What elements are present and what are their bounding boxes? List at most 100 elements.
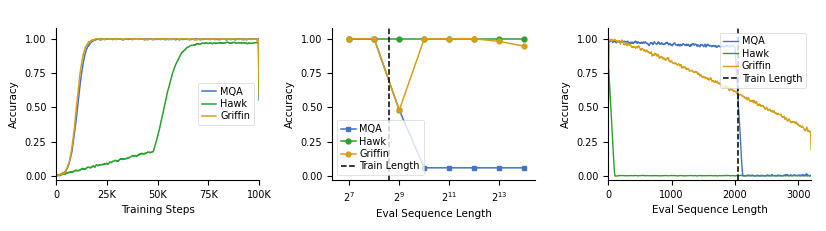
- Hawk: [722, 174, 732, 177]
- Line: Hawk: Hawk: [347, 36, 527, 41]
- Griffin: [444, 37, 454, 40]
- Griffin: [344, 37, 354, 40]
- Hawk: [806, 175, 816, 177]
- Y-axis label: Accuracy: Accuracy: [9, 80, 19, 128]
- MQA: [104, 37, 114, 40]
- MQA: [739, 175, 749, 177]
- Hawk: [51, 174, 61, 177]
- MQA: [181, 38, 191, 40]
- MQA: [733, 93, 743, 96]
- MQA: [606, 39, 616, 42]
- X-axis label: Eval Sequence Length: Eval Sequence Length: [652, 205, 767, 216]
- Griffin: [206, 38, 216, 40]
- MQA: [254, 92, 264, 95]
- MQA: [757, 174, 767, 177]
- Hawk: [64, 171, 74, 174]
- Griffin: [51, 174, 61, 177]
- Griffin: [64, 162, 74, 165]
- Hawk: [205, 42, 215, 44]
- Line: MQA: MQA: [56, 39, 259, 176]
- Hawk: [520, 37, 529, 40]
- Griffin: [469, 37, 479, 40]
- Griffin: [757, 104, 767, 107]
- Griffin: [254, 92, 264, 95]
- Hawk: [369, 37, 379, 40]
- Griffin: [727, 88, 737, 91]
- Hawk: [181, 48, 191, 51]
- Line: MQA: MQA: [608, 40, 811, 176]
- Line: Hawk: Hawk: [56, 42, 259, 176]
- Hawk: [169, 68, 179, 70]
- Line: Griffin: Griffin: [56, 39, 259, 176]
- MQA: [420, 166, 430, 169]
- MQA: [778, 174, 788, 177]
- X-axis label: Training Steps: Training Steps: [121, 205, 195, 216]
- MQA: [469, 166, 479, 169]
- Hawk: [222, 41, 232, 43]
- Griffin: [733, 92, 743, 95]
- Griffin: [181, 37, 191, 40]
- MQA: [51, 174, 61, 177]
- Hawk: [254, 99, 264, 101]
- Hawk: [469, 37, 479, 40]
- X-axis label: Eval Sequence Length: Eval Sequence Length: [376, 209, 491, 219]
- Griffin: [495, 40, 505, 43]
- Hawk: [603, 108, 613, 111]
- MQA: [444, 166, 454, 169]
- Griffin: [394, 109, 404, 112]
- Griffin: [369, 37, 379, 40]
- MQA: [520, 166, 529, 169]
- Griffin: [92, 37, 102, 40]
- Y-axis label: Accuracy: Accuracy: [285, 80, 295, 128]
- MQA: [344, 37, 354, 40]
- MQA: [495, 166, 505, 169]
- Hawk: [394, 37, 404, 40]
- Griffin: [778, 116, 788, 118]
- Hawk: [727, 174, 737, 177]
- MQA: [175, 38, 185, 41]
- Hawk: [757, 174, 767, 177]
- Hawk: [778, 174, 788, 177]
- MQA: [603, 94, 613, 96]
- Hawk: [174, 56, 184, 58]
- Griffin: [420, 37, 430, 40]
- MQA: [206, 38, 216, 41]
- Griffin: [616, 41, 626, 44]
- Griffin: [52, 175, 62, 177]
- MQA: [806, 174, 816, 177]
- Griffin: [175, 39, 185, 42]
- Line: Hawk: Hawk: [608, 70, 811, 176]
- Line: Griffin: Griffin: [608, 39, 811, 149]
- MQA: [721, 45, 731, 47]
- MQA: [55, 174, 64, 177]
- Griffin: [721, 85, 731, 88]
- MQA: [394, 109, 404, 112]
- MQA: [616, 41, 626, 43]
- Hawk: [226, 42, 236, 44]
- Hawk: [610, 175, 620, 177]
- Line: Griffin: Griffin: [347, 36, 527, 112]
- Legend: MQA, Hawk, Griffin, Train Length: MQA, Hawk, Griffin, Train Length: [337, 120, 424, 175]
- Hawk: [604, 68, 614, 71]
- Y-axis label: Accuracy: Accuracy: [562, 80, 572, 128]
- Griffin: [806, 148, 816, 151]
- Griffin: [605, 38, 615, 41]
- Line: MQA: MQA: [347, 36, 527, 170]
- Hawk: [420, 37, 430, 40]
- Griffin: [520, 45, 529, 48]
- Griffin: [226, 38, 236, 41]
- Hawk: [444, 37, 454, 40]
- MQA: [727, 44, 737, 47]
- Hawk: [344, 37, 354, 40]
- MQA: [64, 163, 74, 166]
- Griffin: [169, 38, 179, 41]
- Hawk: [616, 174, 626, 177]
- Legend: MQA, Hawk, Griffin: MQA, Hawk, Griffin: [198, 83, 254, 125]
- Legend: MQA, Hawk, Griffin, Train Length: MQA, Hawk, Griffin, Train Length: [719, 33, 806, 88]
- Hawk: [733, 174, 743, 177]
- MQA: [226, 38, 236, 40]
- MQA: [169, 37, 179, 40]
- MQA: [369, 37, 379, 40]
- Griffin: [603, 93, 613, 96]
- Hawk: [495, 37, 505, 40]
